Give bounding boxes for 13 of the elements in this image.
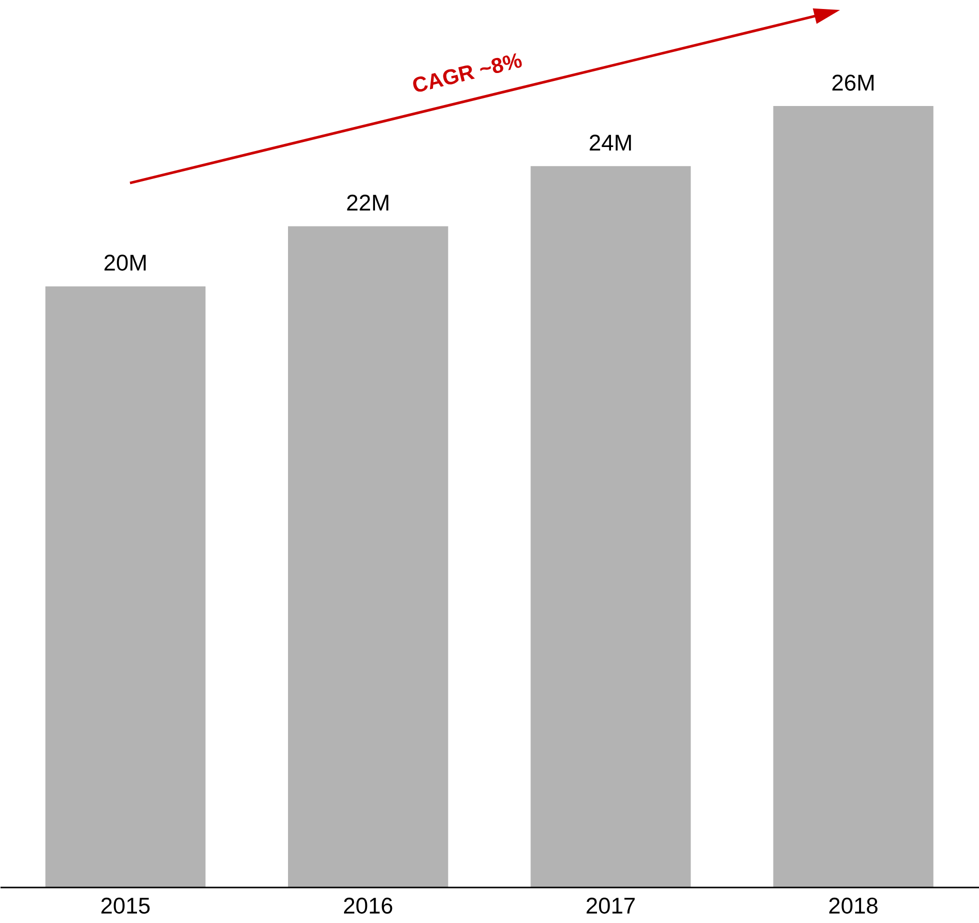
- bar: [288, 226, 448, 888]
- text: CAGR ~8%: [410, 48, 524, 98]
- data-label: 20M: [103, 250, 148, 276]
- x-tick-label: 2015: [100, 892, 151, 918]
- x-tick-label: 2016: [342, 892, 394, 918]
- data-label: 26M: [831, 69, 876, 96]
- bar: [530, 166, 691, 888]
- x-tick-label: 2017: [586, 892, 636, 918]
- data-label: 22M: [346, 190, 390, 216]
- data-label: 24M: [588, 129, 633, 156]
- bar: [45, 286, 206, 888]
- x-tick-label: 2018: [828, 892, 879, 918]
- bar: [773, 106, 934, 888]
